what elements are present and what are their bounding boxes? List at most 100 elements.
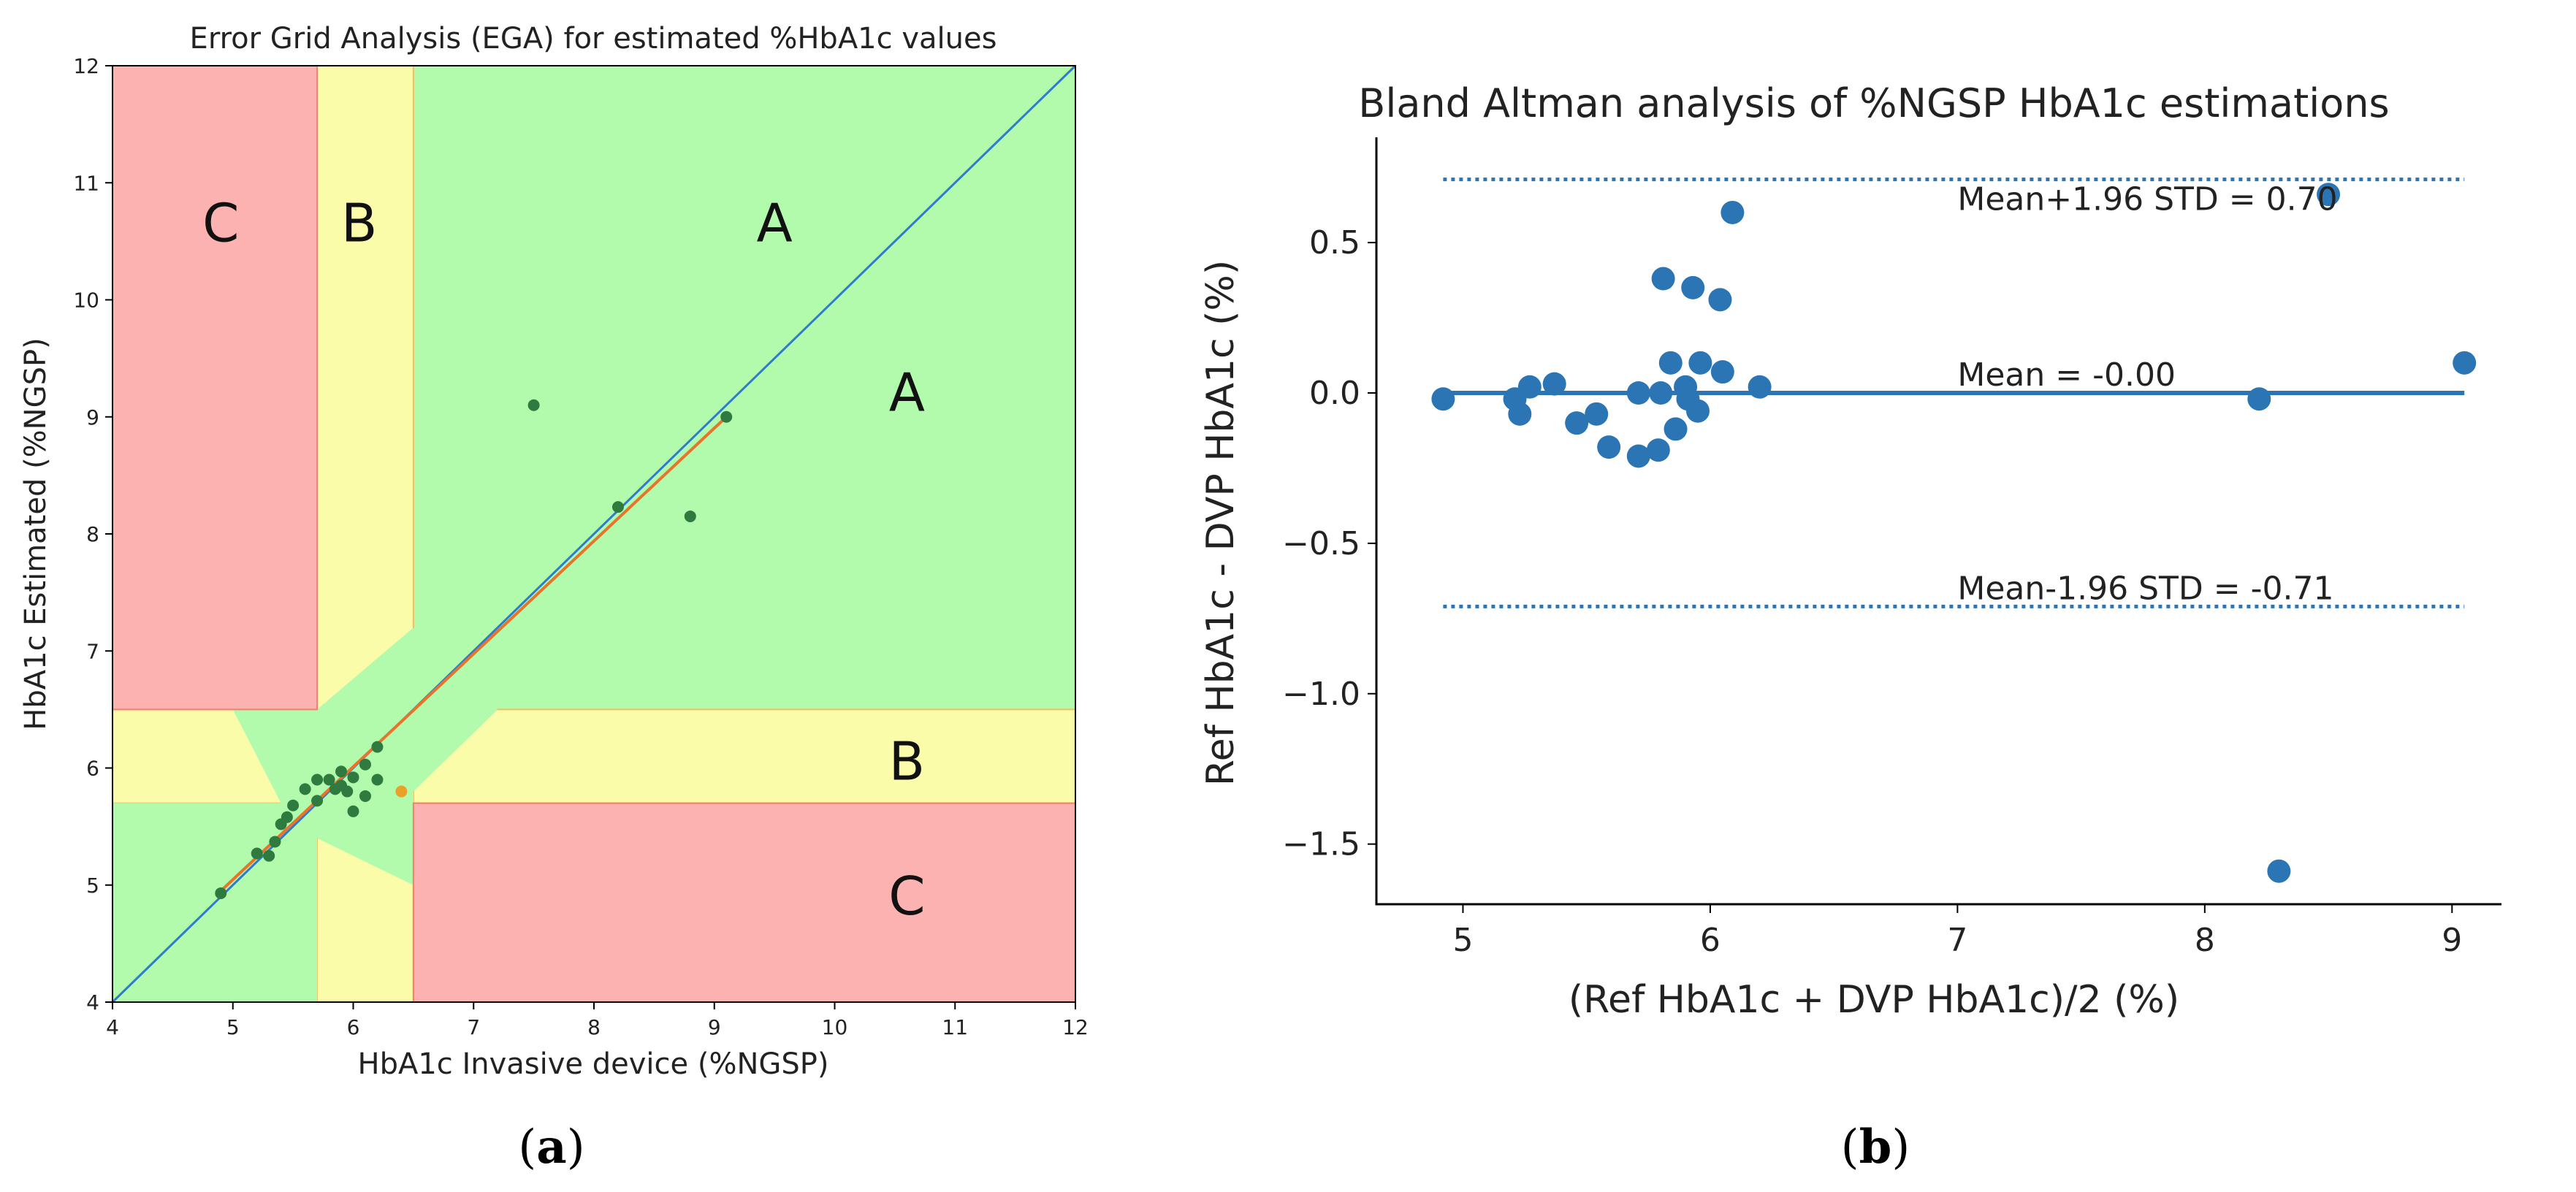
ega-point-0-19: [371, 773, 384, 786]
panel-a-error-grid: Error Grid Analysis (EGA) for estimated …: [19, 22, 1089, 1174]
panel-a-ylabel: HbA1c Estimated (%NGSP): [19, 337, 53, 730]
bland-altman-point-16: [1681, 275, 1705, 299]
panel-b-caption: (b): [1841, 1120, 1910, 1174]
panel-a-ticks: 4 5 6 7 8 9 10 11 12 4 5 6 7 8 9 10 11 12: [73, 54, 1088, 1039]
bland-altman-point-17: [1686, 399, 1710, 423]
bland-altman-point-5: [1565, 411, 1589, 435]
zone-label-c-5: C: [888, 866, 925, 927]
ega-point-0-9: [311, 773, 324, 786]
ega-point-0-15: [347, 771, 359, 784]
bland-altman-point-20: [1708, 288, 1732, 312]
bland-altman-point-12: [1658, 351, 1683, 375]
panel-a-xtick-label: 5: [226, 1015, 240, 1039]
zone-label-a-3: A: [889, 362, 925, 424]
panel-b-title: Bland Altman analysis of %NGSP HbA1c est…: [1358, 80, 2389, 126]
panel-a-ytick-label: 8: [86, 522, 99, 546]
panel-a-ytick-label: 9: [86, 405, 99, 429]
bland-altman-point-6: [1585, 402, 1609, 426]
ega-point-0-23: [684, 510, 696, 522]
panel-b-bland-altman: Bland Altman analysis of %NGSP HbA1c est…: [1199, 80, 2501, 1174]
panel-b-ytick-label: −0.5: [1282, 525, 1360, 562]
panel-a-xtick-label: 7: [467, 1015, 480, 1039]
mean-label: Mean = -0.00: [1957, 356, 2176, 394]
panel-a-caption: (a): [518, 1120, 584, 1174]
panel-a-xlabel: HbA1c Invasive device (%NGSP): [357, 1047, 828, 1081]
panel-b-xlabel: (Ref HbA1c + DVP HbA1c)/2 (%): [1569, 978, 2179, 1022]
panel-a-xtick-label: 12: [1062, 1015, 1089, 1039]
panel-a-caption-letter: a: [536, 1120, 566, 1174]
panel-a-xtick-label: 11: [942, 1015, 968, 1039]
bland-altman-point-3: [1517, 375, 1542, 399]
ega-point-0-2: [263, 849, 275, 862]
panel-b-xtick-label: 8: [2195, 922, 2215, 959]
zone-c-lower-right: [412, 802, 1076, 1003]
ega-point-0-21: [527, 399, 540, 411]
bland-altman-point-4: [1542, 372, 1566, 396]
bland-altman-point-0: [1431, 387, 1455, 411]
panel-a-ytick-label: 5: [86, 874, 99, 898]
lower-loa-label: Mean-1.96 STD = -0.71: [1957, 570, 2333, 607]
panel-b-caption-letter: b: [1859, 1120, 1892, 1174]
bland-altman-point-22: [1720, 200, 1745, 224]
panel-b-xtick-label: 9: [2442, 922, 2462, 959]
ega-point-1-0: [395, 785, 408, 798]
ega-point-0-22: [611, 501, 624, 513]
panel-a-xtick-label: 4: [106, 1015, 119, 1039]
regression-fit-line: [219, 416, 728, 893]
zone-labels: C B A A B C: [202, 192, 925, 926]
ega-point-0-24: [720, 410, 733, 423]
panel-b-xtick-label: 6: [1700, 922, 1720, 959]
panel-b-xtick-label: 5: [1452, 922, 1473, 959]
bland-altman-point-7: [1597, 435, 1621, 459]
ega-point-0-12: [335, 765, 348, 778]
panel-b-ytick-label: 0.5: [1309, 224, 1360, 261]
ega-point-0-14: [341, 785, 354, 798]
bland-altman-point-24: [2247, 387, 2271, 411]
panel-a-xtick-label: 9: [708, 1015, 721, 1039]
zone-label-b-4: B: [889, 730, 925, 792]
panel-a-xtick-label: 6: [347, 1015, 360, 1039]
bland-altman-point-11: [1651, 267, 1675, 291]
ega-point-0-20: [371, 741, 384, 753]
bland-altman-point-27: [2453, 351, 2477, 375]
bland-altman-point-23: [1748, 375, 1772, 399]
bland-altman-point-9: [1626, 381, 1650, 405]
panel-a-xtick-label: 8: [587, 1015, 601, 1039]
ega-point-0-1: [251, 847, 263, 860]
ega-point-0-5: [281, 811, 293, 823]
bland-altman-point-25: [2267, 859, 2291, 883]
panel-b-ytick-label: 0.0: [1309, 375, 1360, 412]
bland-altman-point-19: [1646, 438, 1670, 462]
zone-label-c-0: C: [202, 192, 239, 253]
panel-b-reference-lines: [1443, 177, 2465, 608]
ega-point-0-3: [269, 836, 281, 848]
zone-label-a-2: A: [756, 192, 792, 253]
panel-a-xtick-label: 10: [822, 1015, 848, 1039]
panel-b-points: [1431, 183, 2477, 883]
panel-a-ytick-label: 11: [73, 171, 99, 195]
bland-altman-point-10: [1649, 381, 1673, 405]
panel-b-ytick-label: −1.5: [1282, 826, 1360, 863]
ega-point-0-7: [299, 783, 311, 795]
bland-altman-point-18: [1688, 351, 1712, 375]
ega-point-0-0: [215, 887, 227, 899]
zone-c-upper-left: [112, 65, 319, 711]
bland-altman-point-26: [2317, 183, 2341, 207]
panel-a-ytick-label: 10: [73, 289, 99, 313]
ega-point-0-18: [359, 790, 371, 802]
panel-b-ticks: 5 6 7 8 9 0.5 0.0 −0.5 −1.0 −1.5: [1282, 224, 2462, 959]
panel-a-ytick-label: 4: [86, 990, 99, 1015]
panel-b-ylabel: Ref HbA1c - DVP HbA1c (%): [1199, 260, 1243, 786]
bland-altman-point-2: [1508, 402, 1532, 426]
upper-loa-label: Mean+1.96 STD = 0.70: [1957, 181, 2337, 218]
panel-a-ytick-label: 6: [86, 757, 99, 781]
ega-point-0-16: [347, 805, 359, 817]
ega-point-0-8: [311, 795, 324, 807]
zone-label-b-1: B: [341, 192, 377, 253]
ega-point-0-6: [287, 799, 300, 811]
ega-point-0-10: [323, 773, 335, 786]
panel-b-xtick-label: 7: [1947, 922, 1967, 959]
ega-point-0-17: [359, 758, 371, 771]
panel-b-ytick-label: −1.0: [1282, 676, 1360, 713]
